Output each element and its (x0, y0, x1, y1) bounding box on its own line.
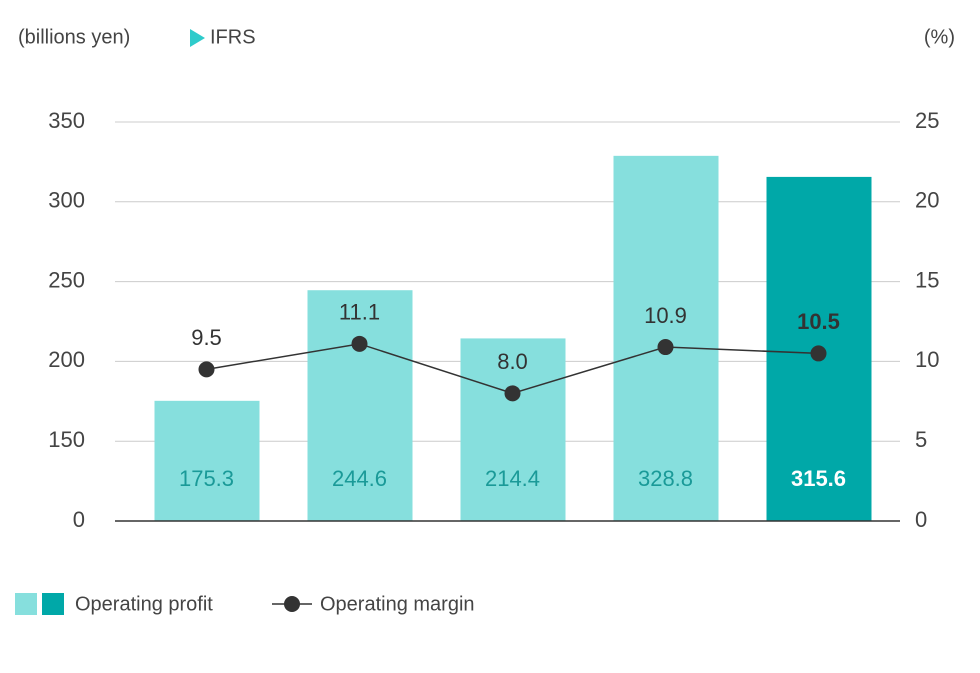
note-icon (190, 29, 205, 47)
y2-tick-label: 5 (915, 427, 927, 452)
bar-value-label: 315.6 (791, 466, 846, 491)
y2-tick-label: 25 (915, 108, 939, 133)
y-tick-label: 0 (73, 507, 85, 532)
line-value-label: 10.9 (644, 303, 687, 328)
y2-tick-label: 15 (915, 267, 939, 292)
bar (154, 400, 260, 521)
line-point (351, 335, 368, 352)
bar-value-label: 175.3 (179, 466, 234, 491)
line-point (504, 385, 521, 402)
line-value-label: 11.1 (339, 300, 380, 325)
legend-label: Operating profit (75, 593, 213, 615)
bar-value-label: 214.4 (485, 466, 540, 491)
y-tick-label: 250 (48, 267, 85, 292)
bar (307, 290, 413, 521)
legend-marker (284, 596, 300, 612)
line-value-label: 9.5 (191, 325, 222, 350)
bar (460, 338, 566, 521)
y2-tick-label: 10 (915, 347, 939, 372)
legend-label: Operating margin (320, 593, 475, 615)
y-tick-label: 350 (48, 108, 85, 133)
y-tick-label: 200 (48, 347, 85, 372)
line-value-label: 10.5 (797, 309, 840, 334)
line-point (198, 361, 215, 378)
note: IFRS (210, 26, 256, 48)
y-tick-label: 150 (48, 427, 85, 452)
bar-value-label: 244.6 (332, 466, 387, 491)
bar (613, 155, 719, 521)
line-point (657, 339, 674, 356)
y-tick-label: 300 (48, 188, 85, 213)
y2-unit: (%) (924, 26, 955, 48)
line-value-label: 8.0 (497, 349, 528, 374)
y2-tick-label: 0 (915, 507, 927, 532)
legend-swatch (42, 593, 64, 615)
y-unit: (billions yen) (18, 26, 130, 48)
y2-tick-label: 20 (915, 188, 939, 213)
bar-value-label: 328.8 (638, 466, 693, 491)
legend-swatch (15, 593, 37, 615)
line-point (810, 345, 827, 362)
